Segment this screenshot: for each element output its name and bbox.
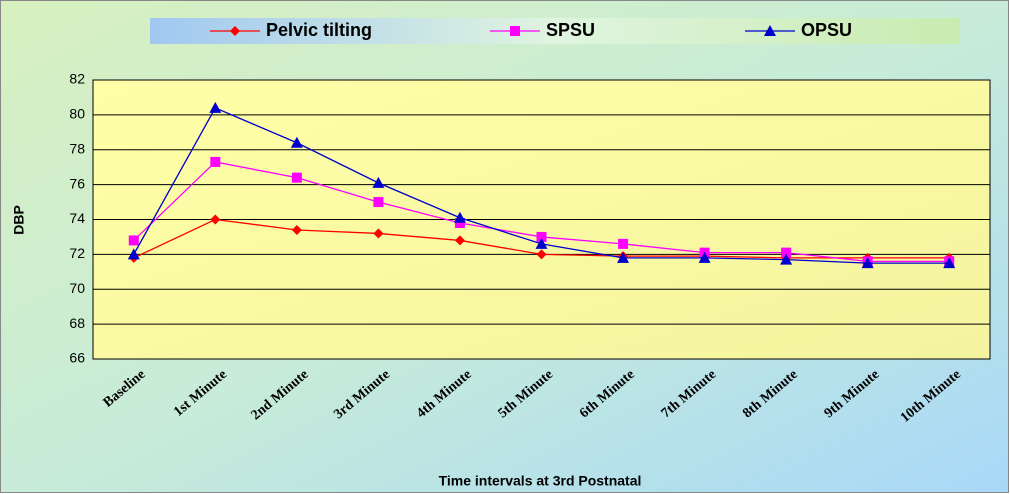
marker <box>536 231 547 242</box>
legend-label: Pelvic tilting <box>266 20 372 40</box>
marker <box>698 251 711 263</box>
marker <box>373 197 384 208</box>
marker <box>128 235 139 246</box>
legend-label: OPSU <box>801 20 852 40</box>
marker <box>454 235 465 246</box>
marker <box>290 136 303 148</box>
y-tick-label: 80 <box>69 106 85 122</box>
marker <box>861 257 874 269</box>
marker <box>617 251 630 263</box>
y-tick-label: 76 <box>69 175 85 191</box>
y-tick-label: 82 <box>69 71 85 87</box>
x-axis-label: Time intervals at 3rd Postnatal <box>439 473 642 489</box>
marker <box>781 247 792 258</box>
y-tick-label: 78 <box>69 140 85 156</box>
marker <box>535 237 548 249</box>
marker <box>943 257 956 269</box>
legend-box <box>150 18 960 44</box>
legend-marker <box>510 26 520 36</box>
y-tick-label: 66 <box>69 350 85 366</box>
y-tick-label: 72 <box>69 245 85 261</box>
marker <box>373 228 384 239</box>
marker <box>536 249 547 260</box>
legend-label: SPSU <box>546 20 595 40</box>
y-axis-label: DBP <box>11 205 27 235</box>
marker <box>127 248 140 260</box>
marker <box>453 211 466 223</box>
y-tick-label: 70 <box>69 280 85 296</box>
legend-marker <box>230 26 240 36</box>
y-tick-label: 74 <box>69 210 85 226</box>
marker <box>210 214 221 225</box>
marker <box>209 101 222 113</box>
marker <box>291 224 302 235</box>
marker <box>372 176 385 188</box>
marker <box>780 253 793 265</box>
marker <box>454 217 465 228</box>
legend-marker <box>764 25 776 36</box>
marker <box>618 238 629 249</box>
marker <box>291 172 302 183</box>
y-tick-label: 68 <box>69 315 85 331</box>
marker <box>210 156 221 167</box>
